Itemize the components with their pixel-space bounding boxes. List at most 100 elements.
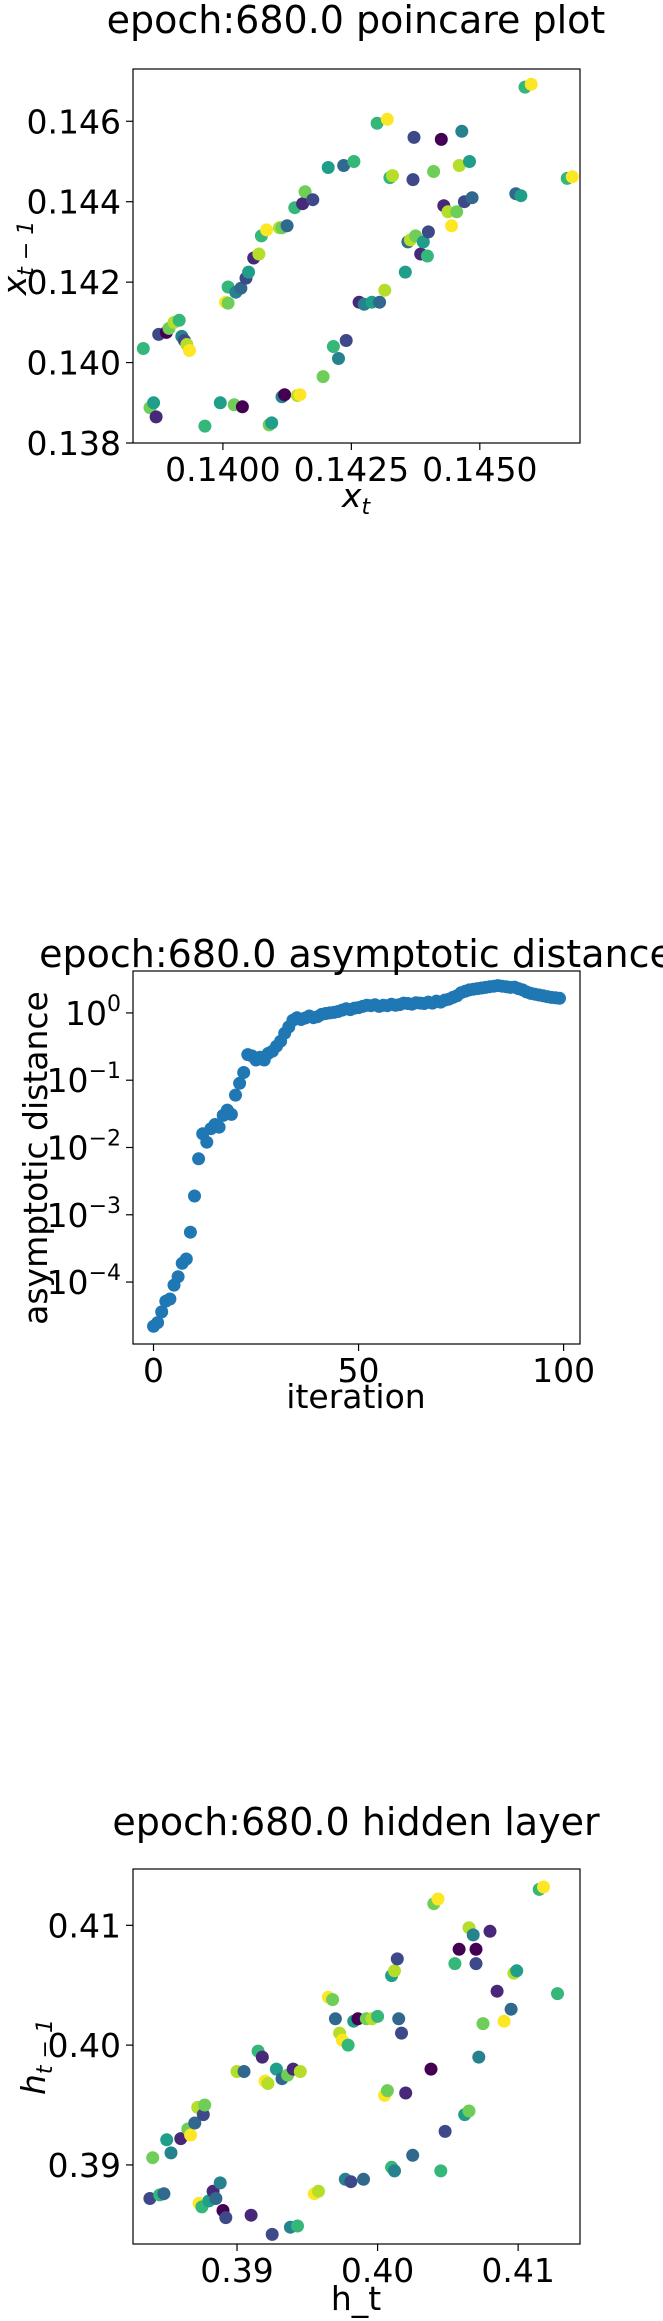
data-point-13 — [198, 420, 211, 433]
data-point-11 — [192, 1152, 205, 1165]
data-point-74 — [455, 125, 468, 138]
x-tick-label-0: 0.1400 — [165, 450, 280, 489]
data-point-8 — [173, 314, 186, 327]
data-point-85 — [537, 1881, 550, 1894]
data-point-80 — [498, 2015, 511, 2028]
hidden-layer-axes-frame — [133, 1869, 580, 2244]
data-point-9 — [184, 1226, 197, 1239]
data-point-14 — [198, 2099, 211, 2112]
hidden-layer-y-ticks: 0.390.400.41 — [48, 1906, 133, 2185]
data-point-33 — [278, 388, 291, 401]
data-point-53 — [378, 284, 391, 297]
data-point-14 — [214, 396, 227, 409]
data-point-34 — [291, 2220, 304, 2233]
data-point-3 — [150, 410, 163, 423]
data-point-40 — [329, 2012, 342, 2025]
data-point-77 — [477, 2017, 490, 2030]
data-point-52 — [373, 296, 386, 309]
data-point-56 — [386, 169, 399, 182]
poincare-y-ticks: 0.1380.1400.1420.1440.146 — [27, 102, 133, 463]
data-point-2 — [147, 396, 160, 409]
data-point-76 — [472, 2051, 485, 2064]
data-point-19 — [225, 1108, 238, 1121]
asymptotic-y-label: asymptotic distance — [16, 991, 55, 1325]
data-point-76 — [463, 155, 476, 168]
hidden-layer-chart: epoch:680.0 hidden layer 0.39 0.40 0.41 0.… — [14, 1800, 600, 2318]
poincare-points — [137, 78, 579, 433]
hidden-layer-x-label: h_t — [331, 2279, 381, 2318]
hidden-layer-points — [143, 1881, 564, 2241]
data-point-48 — [357, 2173, 370, 2186]
y-tick-label-2: 0.41 — [48, 1906, 121, 1945]
data-point-81 — [525, 78, 538, 91]
data-point-59 — [399, 2087, 412, 2100]
y-tick-label-3: 10−1 — [47, 1059, 121, 1100]
asymptotic-points — [147, 979, 566, 1333]
data-point-39 — [326, 1993, 339, 2006]
data-point-53 — [381, 2084, 394, 2097]
data-point-71 — [445, 219, 458, 232]
data-point-61 — [408, 131, 421, 144]
data-point-27 — [261, 2077, 274, 2090]
x-tick-label-0: 0 — [143, 1351, 164, 1390]
data-point-68 — [448, 1957, 461, 1970]
data-point-23 — [245, 2209, 258, 2222]
y-tick-label-2: 10−2 — [47, 1126, 121, 1167]
y-tick-label-0: 10−4 — [47, 1261, 121, 1302]
data-point-79 — [514, 189, 527, 202]
data-point-20 — [229, 1089, 242, 1102]
data-point-5 — [165, 2146, 178, 2159]
data-point-65 — [421, 250, 434, 263]
data-point-60 — [407, 173, 420, 186]
y-tick-label-4: 0.146 — [27, 102, 121, 141]
data-point-69 — [453, 1943, 466, 1956]
x-tick-label-2: 0.1450 — [422, 450, 537, 489]
asymptotic-y-ticks: 10−4 10−3 10−2 10−1 100 — [47, 992, 133, 1302]
data-point-8 — [184, 2129, 197, 2142]
data-point-78 — [484, 1925, 497, 1938]
data-point-18 — [214, 2176, 227, 2189]
data-point-45 — [344, 2175, 357, 2188]
data-point-58 — [395, 2027, 408, 2040]
data-point-23 — [242, 266, 255, 279]
data-point-66 — [434, 2164, 447, 2177]
data-point-55 — [388, 1964, 401, 1977]
data-point-41 — [317, 370, 330, 383]
poincare-chart: epoch:680.0 poincare plot 0.1400 0.1425 0.… — [0, 0, 605, 520]
poincare-y-label: xt − 1 — [0, 221, 39, 297]
poincare-axes-frame — [133, 69, 580, 443]
data-point-73 — [467, 1928, 480, 1941]
data-point-25 — [256, 2051, 269, 2064]
data-point-68 — [435, 133, 448, 146]
data-point-67 — [439, 2125, 452, 2138]
data-point-37 — [294, 388, 307, 401]
data-point-16 — [213, 1121, 226, 1134]
data-point-81 — [505, 2003, 518, 2016]
data-point-86 — [551, 1987, 564, 2000]
data-point-65 — [432, 1893, 445, 1906]
y-tick-label-1: 0.140 — [27, 344, 121, 383]
x-tick-label-2: 100 — [532, 1351, 595, 1390]
data-point-66 — [422, 225, 435, 238]
data-point-83 — [566, 170, 579, 183]
x-tick-label-2: 0.41 — [481, 2251, 554, 2290]
data-point-63 — [425, 2063, 438, 2076]
data-point-16 — [222, 297, 235, 310]
data-point-60 — [406, 2149, 419, 2162]
y-tick-label-2: 0.142 — [27, 263, 121, 302]
data-point-75 — [470, 1943, 483, 1956]
data-point-12 — [183, 344, 196, 357]
data-point-71 — [463, 2105, 476, 2118]
hidden-layer-y-label: ht − 1 — [14, 2019, 58, 2095]
data-point-37 — [312, 2185, 325, 2198]
asymptotic-x-label: iteration — [286, 1377, 425, 1416]
asymptotic-title: epoch:680.0 asymptotic distance — [39, 932, 663, 976]
y-tick-label-0: 0.39 — [48, 2146, 121, 2185]
data-point-29 — [265, 416, 278, 429]
data-point-74 — [470, 1957, 483, 1970]
data-point-35 — [294, 2065, 307, 2078]
data-point-57 — [399, 266, 412, 279]
data-point-6 — [172, 1270, 185, 1283]
data-point-44 — [332, 352, 345, 365]
